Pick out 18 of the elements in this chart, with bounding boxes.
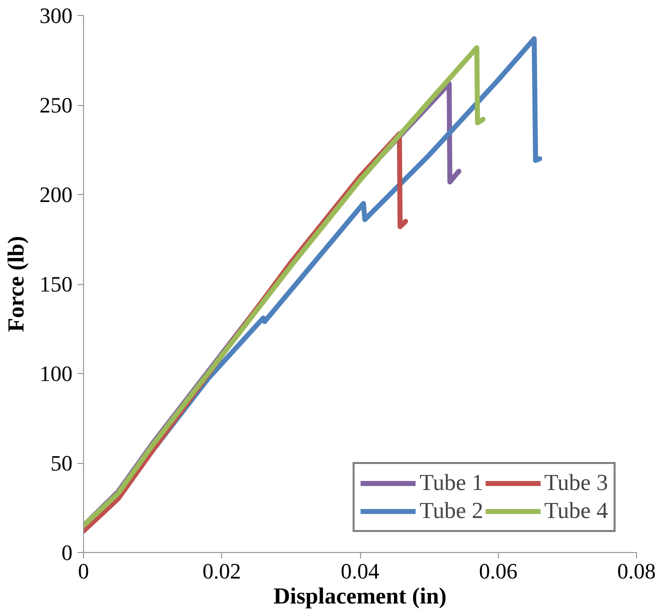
x-tick-label: 0.02 bbox=[202, 558, 241, 584]
y-axis-title: Force (lb) bbox=[4, 236, 28, 332]
x-tick-label: 0 bbox=[78, 558, 89, 584]
y-tick-label: 0 bbox=[62, 540, 72, 565]
y-tick-label: 300 bbox=[40, 3, 72, 28]
legend-label: Tube 1 bbox=[420, 470, 484, 496]
y-tick-label: 50 bbox=[50, 450, 72, 476]
y-tick-label: 200 bbox=[40, 182, 72, 207]
legend-label: Tube 3 bbox=[544, 470, 608, 496]
x-tick-label: 0.08 bbox=[617, 558, 656, 584]
x-axis-title: Displacement (in) bbox=[273, 584, 447, 608]
y-tick-label: 250 bbox=[40, 92, 72, 118]
legend-label: Tube 4 bbox=[544, 498, 608, 524]
y-tick-label: 100 bbox=[40, 361, 72, 386]
x-tick-label: 0.04 bbox=[340, 558, 380, 584]
legend-label: Tube 2 bbox=[420, 498, 484, 524]
y-tick-label: 150 bbox=[40, 272, 72, 296]
x-tick-label: 0.06 bbox=[479, 558, 518, 584]
